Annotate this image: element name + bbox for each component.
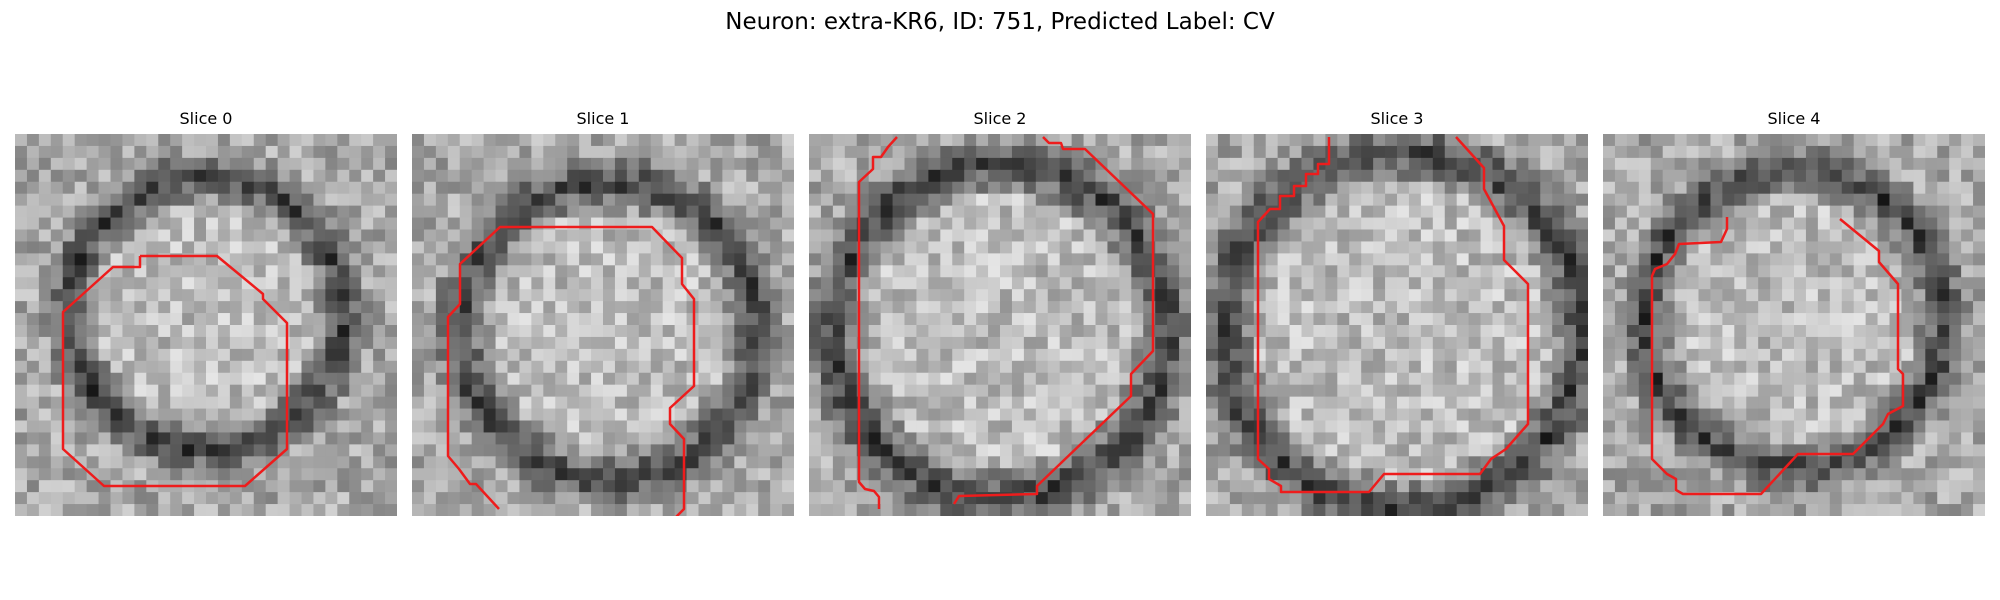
slice-pixels-2 xyxy=(809,134,1191,516)
contour-2b xyxy=(952,136,1155,505)
slice-title-0: Slice 0 xyxy=(179,109,233,128)
contour-4 xyxy=(1650,217,1905,496)
slice-image-1 xyxy=(412,134,794,516)
slice-image-3 xyxy=(1206,134,1588,516)
slice-pixels-0 xyxy=(15,134,397,516)
slice-pixels-4 xyxy=(1603,134,1985,516)
slice-panel-0: Slice 0 xyxy=(15,106,397,516)
slice-title-1: Slice 1 xyxy=(576,109,630,128)
figure-title: Neuron: extra-KR6, ID: 751, Predicted La… xyxy=(725,9,1275,35)
slice-panel-1: Slice 1 xyxy=(412,106,794,516)
slice-title-4: Slice 4 xyxy=(1767,109,1821,128)
slice-image-0 xyxy=(15,134,397,516)
slice-title-3: Slice 3 xyxy=(1370,109,1424,128)
slice-panel-2: Slice 2 xyxy=(809,106,1191,516)
slice-image-4 xyxy=(1603,134,1985,516)
slice-panel-4: Slice 4 xyxy=(1603,106,1985,516)
slice-title-2: Slice 2 xyxy=(973,109,1027,128)
contour-1 xyxy=(446,225,696,516)
contour-3 xyxy=(1256,136,1530,494)
contour-2 xyxy=(857,136,898,509)
slice-pixels-3 xyxy=(1206,134,1588,516)
slice-panel-3: Slice 3 xyxy=(1206,106,1588,516)
slice-image-2 xyxy=(809,134,1191,516)
slice-pixels-1 xyxy=(412,134,794,516)
contour-0 xyxy=(61,254,289,488)
